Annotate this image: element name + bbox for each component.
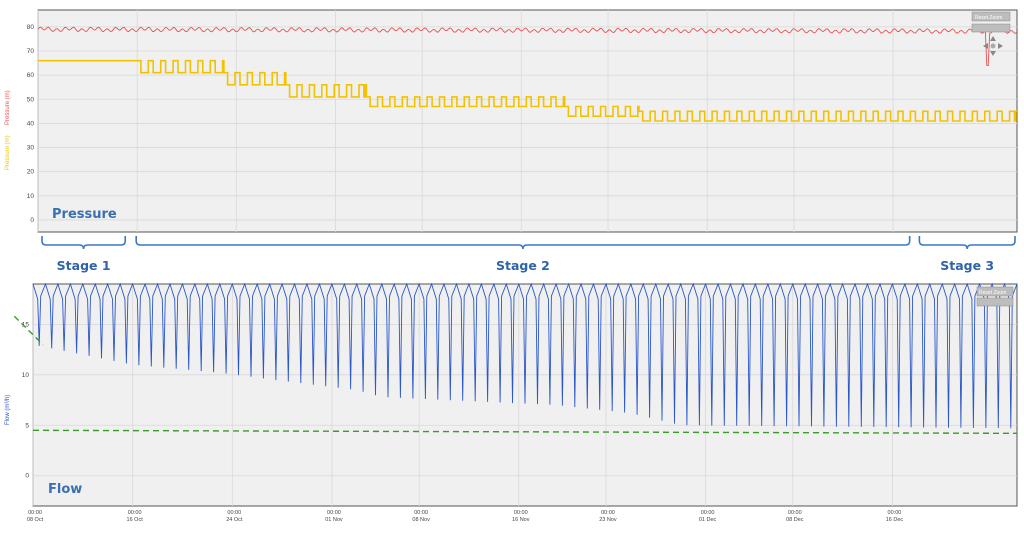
- flow-series: [13, 282, 1018, 435]
- x-tick-time: 00:00: [327, 510, 341, 516]
- x-tick-date: 01 Dec: [699, 517, 717, 523]
- pressure-chart: 0 10 20 30 40 50 60 70 80 Pressure (m) Pressure …: [5, 9, 1018, 233]
- x-tick-date: 23 Nov: [599, 517, 617, 523]
- x-tick-date: 01 Nov: [325, 517, 343, 523]
- pressure-y-tick-label: 20: [27, 169, 35, 176]
- flow-series-blue: [32, 282, 1018, 429]
- flow-trend-dashed: [13, 315, 44, 346]
- pressure-y-tick-label: 60: [27, 72, 35, 79]
- x-tick-date: 16 Dec: [886, 517, 904, 523]
- flow-y-tick-label: 10: [22, 372, 30, 379]
- pressure-series-yellow: [38, 59, 1017, 122]
- stage-label-1: Stage 1: [57, 258, 111, 273]
- x-tick-time: 00:00: [514, 510, 528, 516]
- x-tick-time: 00:00: [28, 510, 42, 516]
- flow-reset-zoom[interactable]: Reset Zoom: [976, 286, 1014, 307]
- pressure-y-tick-label: 30: [27, 145, 35, 152]
- flow-y-label: Flow (m³/h): [5, 395, 11, 425]
- x-tick-date: 16 Oct: [127, 517, 144, 523]
- pan-arrows-icon[interactable]: [983, 36, 1003, 56]
- flow-y-tick-label: 15: [22, 321, 30, 328]
- flow-y-axis: 0 5 10 15: [22, 321, 30, 479]
- pressure-y-axis: 0 10 20 30 40 50 60 70 80: [27, 24, 35, 224]
- flow-zoom-slider[interactable]: [976, 297, 1014, 307]
- x-tick-time: 00:00: [227, 510, 241, 516]
- x-tick-time: 00:00: [888, 510, 902, 516]
- pressure-y-label-yellow: Pressure (m): [5, 135, 11, 170]
- pressure-y-tick-label: 70: [27, 48, 35, 55]
- x-tick-date: 08 Oct: [27, 517, 44, 523]
- pressure-y-tick-label: 0: [30, 217, 34, 224]
- x-tick-time: 00:00: [701, 510, 715, 516]
- flow-reset-zoom-label: Reset Zoom: [979, 290, 1006, 296]
- pressure-y-label-red: Pressure (m): [5, 90, 11, 125]
- flow-chart: 0 5 10 15 Flow (m³/h) Flow Reset Zoom 00:00…: [5, 282, 1018, 523]
- stage-bracket-1: [41, 236, 127, 250]
- flow-y-tick-label: 5: [25, 422, 29, 429]
- pressure-zoom-slider[interactable]: [971, 23, 1011, 33]
- stage-label-2: Stage 2: [496, 258, 550, 273]
- stage-brackets: Stage 1 Stage 2 Stage 3: [41, 236, 1016, 273]
- flow-reset-zoom-button[interactable]: [976, 286, 1014, 297]
- pressure-reset-zoom[interactable]: Reset Zoom: [971, 11, 1011, 56]
- x-tick-time: 00:00: [128, 510, 142, 516]
- x-tick-date: 08 Dec: [786, 517, 804, 523]
- stage-bracket-3: [918, 236, 1016, 250]
- flow-baseline-dashed: [32, 429, 1018, 435]
- pressure-y-tick-label: 80: [27, 24, 35, 31]
- pressure-y-tick-label: 40: [27, 120, 35, 127]
- pressure-series: [37, 26, 1017, 122]
- pressure-panel-title: Pressure: [52, 207, 117, 222]
- stage-bracket-2: [135, 236, 911, 250]
- pressure-y-tick-label: 10: [27, 193, 35, 200]
- x-tick-date: 16 Nov: [512, 517, 530, 523]
- pressure-reset-zoom-button[interactable]: [971, 11, 1011, 22]
- x-tick-time: 00:00: [414, 510, 428, 516]
- x-tick-time: 00:00: [601, 510, 615, 516]
- flow-y-tick-label: 0: [25, 473, 29, 480]
- stage-label-3: Stage 3: [940, 258, 994, 273]
- flow-gridlines: [32, 284, 1017, 506]
- x-tick-date: 24 Oct: [226, 517, 243, 523]
- flow-panel-title: Flow: [48, 482, 82, 497]
- pressure-series-red: [37, 26, 1017, 66]
- pressure-reset-zoom-label: Reset Zoom: [975, 15, 1002, 21]
- x-tick-time: 00:00: [788, 510, 802, 516]
- x-tick-date: 08 Nov: [412, 517, 430, 523]
- pressure-y-tick-label: 50: [27, 96, 35, 103]
